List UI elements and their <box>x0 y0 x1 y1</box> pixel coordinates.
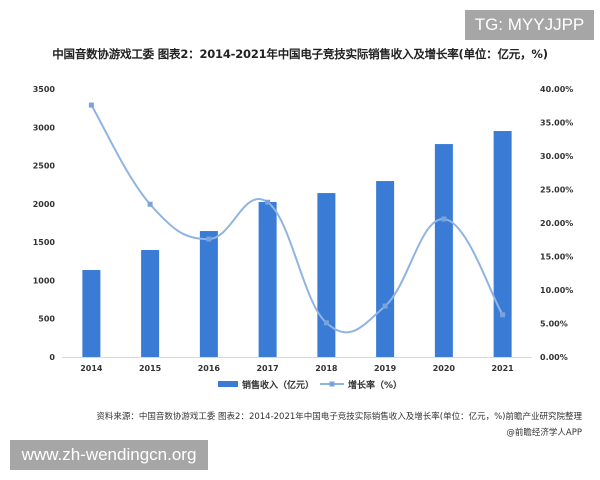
left-tick-label: 1000 <box>33 276 56 285</box>
line-markers <box>88 102 506 326</box>
left-tick-label: 2500 <box>33 162 56 171</box>
bar-2015 <box>141 250 160 357</box>
bar-2019 <box>376 181 395 357</box>
legend-label-growth: 增长率（%） <box>348 379 402 391</box>
growth-marker-2017 <box>265 199 271 205</box>
growth-marker-2016 <box>206 236 212 242</box>
bar-series-revenue <box>82 131 512 357</box>
growth-marker-2020 <box>441 216 447 222</box>
bar-2017 <box>258 202 277 357</box>
bar-2018 <box>317 193 336 357</box>
legend-bar-swatch-icon <box>218 381 238 387</box>
left-tick-label: 0 <box>49 353 55 362</box>
growth-marker-2021 <box>500 312 506 318</box>
watermark-badge-top: TG: MYYJJPP <box>465 10 594 40</box>
x-tick-label: 2016 <box>198 364 221 373</box>
right-tick-label: 40.00% <box>540 85 573 94</box>
right-tick-label: 15.00% <box>540 253 573 262</box>
legend-marker-icon <box>329 381 335 387</box>
x-tick-label: 2014 <box>80 364 103 373</box>
legend-label-revenue: 销售收入（亿元） <box>242 379 314 391</box>
left-axis-ticks: 0 500 1000 1500 2000 2500 3000 3500 <box>33 85 56 362</box>
right-axis-ticks: 0.00% 5.00% 10.00% 15.00% 20.00% 25.00% 30.00%… <box>540 85 573 362</box>
app-credit: @前瞻经济学人APP <box>506 428 582 438</box>
x-axis-ticks: 2014 2015 2016 2017 2018 2019 2020 2021 <box>80 364 514 373</box>
right-tick-label: 10.00% <box>540 286 573 295</box>
left-tick-label: 500 <box>38 315 55 324</box>
x-tick-label: 2019 <box>374 364 397 373</box>
x-tick-label: 2017 <box>256 364 278 373</box>
bar-2020 <box>434 144 453 357</box>
chart-legend: 销售收入（亿元） 增长率（%） <box>218 379 402 391</box>
growth-marker-2018 <box>323 320 329 326</box>
left-tick-label: 3500 <box>33 85 56 94</box>
bar-2021 <box>493 131 512 357</box>
right-tick-label: 35.00% <box>540 119 573 128</box>
growth-marker-2014 <box>88 102 94 108</box>
source-note: 资料来源：中国音数协游戏工委 图表2：2014-2021年中国电子竞技实际销售收… <box>96 412 582 422</box>
bar-2014 <box>82 270 101 357</box>
growth-marker-2015 <box>147 201 153 207</box>
x-tick-label: 2018 <box>315 364 338 373</box>
growth-marker-2019 <box>382 303 388 309</box>
right-tick-label: 5.00% <box>540 320 568 329</box>
left-tick-label: 3000 <box>33 123 56 132</box>
left-tick-label: 1500 <box>33 238 56 247</box>
chart-title: 中国音数协游戏工委 图表2：2014-2021年中国电子竞技实际销售收入及增长率… <box>52 47 548 61</box>
right-tick-label: 0.00% <box>540 353 568 362</box>
right-tick-label: 20.00% <box>540 219 573 228</box>
right-tick-label: 25.00% <box>540 186 573 195</box>
x-tick-label: 2021 <box>491 364 514 373</box>
right-tick-label: 30.00% <box>540 152 573 161</box>
x-tick-label: 2020 <box>433 364 456 373</box>
x-tick-label: 2015 <box>139 364 162 373</box>
left-tick-label: 2000 <box>33 200 56 209</box>
watermark-badge-bottom: www.zh-wendingcn.org <box>10 440 208 470</box>
bar-2016 <box>199 231 218 357</box>
